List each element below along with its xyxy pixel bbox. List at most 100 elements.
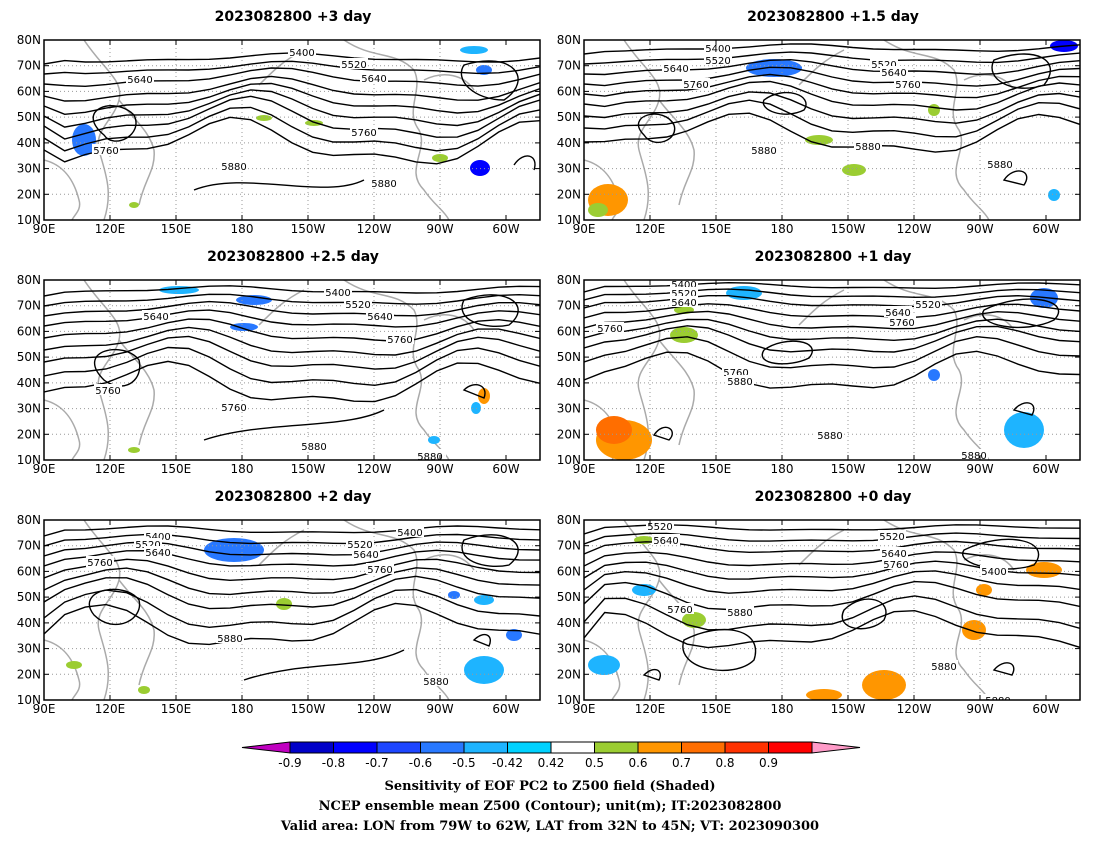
contour-label-bg bbox=[86, 556, 114, 567]
contour-label: 5400 bbox=[145, 532, 170, 543]
sensitivity-shading bbox=[1048, 189, 1060, 201]
z500-contour bbox=[203, 409, 385, 441]
lat-tick-label: 70N bbox=[557, 59, 581, 73]
z500-contour bbox=[460, 60, 519, 101]
sensitivity-shading bbox=[276, 598, 292, 610]
sensitivity-shading bbox=[962, 620, 986, 640]
lon-tick-label: 180 bbox=[231, 702, 254, 716]
lat-tick-label: 70N bbox=[17, 59, 41, 73]
contour-label: 5880 bbox=[371, 179, 396, 190]
colorbar-segment bbox=[724, 741, 769, 754]
contour-label-bg bbox=[216, 632, 244, 643]
contour-label-bg bbox=[670, 296, 698, 307]
contour-label-bg bbox=[980, 565, 1008, 576]
contour-label: 5760 bbox=[895, 80, 920, 91]
contour-label-bg bbox=[396, 526, 424, 537]
lon-tick-label: 150E bbox=[161, 702, 192, 716]
map-frame bbox=[583, 39, 1081, 221]
contour-label-bg bbox=[704, 54, 732, 65]
lon-tick-label: 120E bbox=[95, 702, 126, 716]
contour-label-bg bbox=[682, 78, 710, 89]
contour-label-bg bbox=[126, 73, 154, 84]
lat-tick-label: 10N bbox=[17, 693, 41, 707]
lat-tick-label: 70N bbox=[557, 539, 581, 553]
lat-tick-label: 40N bbox=[17, 616, 41, 630]
contour-label-bg bbox=[344, 298, 372, 309]
contour-label: 5880 bbox=[727, 377, 752, 388]
contour-label: 5520 bbox=[341, 60, 366, 71]
coastline bbox=[118, 579, 155, 686]
z500-contour bbox=[44, 95, 540, 140]
sensitivity-shading bbox=[588, 203, 608, 217]
contour-label: 5640 bbox=[663, 64, 688, 75]
sensitivity-shading bbox=[596, 416, 632, 444]
z500-contour bbox=[962, 538, 1040, 570]
lon-tick-label: 90W bbox=[426, 222, 453, 236]
z500-contour bbox=[584, 281, 1080, 293]
colorbar-label: -0.7 bbox=[365, 756, 388, 770]
colorbar-segment bbox=[420, 741, 465, 754]
map-frame bbox=[43, 519, 541, 701]
contour-label-bg bbox=[750, 144, 778, 155]
coastline bbox=[44, 159, 81, 220]
contour-label: 5640 bbox=[881, 68, 906, 79]
lat-tick-label: 60N bbox=[557, 84, 581, 98]
panel-title-plus2: 2023082800 +2 day bbox=[215, 489, 372, 505]
contour-label: 5520 bbox=[671, 289, 696, 300]
sensitivity-shading bbox=[976, 584, 992, 596]
contour-label: 5520 bbox=[345, 300, 370, 311]
contour-label: 5760 bbox=[883, 560, 908, 571]
z500-contour bbox=[682, 628, 757, 672]
lon-tick-label: 180 bbox=[771, 462, 794, 476]
contour-label-bg bbox=[870, 58, 898, 69]
z500-contour bbox=[584, 310, 1080, 330]
contour-label: 5760 bbox=[87, 558, 112, 569]
contour-label: 5520 bbox=[647, 522, 672, 533]
contour-label: 5520 bbox=[705, 56, 730, 67]
lon-tick-label: 90W bbox=[966, 222, 993, 236]
lon-tick-label: 60W bbox=[1032, 462, 1059, 476]
contour-label: 5400 bbox=[705, 44, 730, 55]
lon-tick-label: 180 bbox=[771, 222, 794, 236]
lat-tick-label: 40N bbox=[17, 376, 41, 390]
lon-tick-label: 120W bbox=[897, 462, 932, 476]
z500-contour bbox=[761, 340, 813, 365]
contour-label: 5880 bbox=[423, 677, 448, 688]
coastline bbox=[623, 40, 661, 220]
contour-label: 5880 bbox=[817, 431, 842, 442]
lat-tick-label: 80N bbox=[557, 513, 581, 527]
contour-label: 5880 bbox=[417, 452, 442, 463]
coastline bbox=[423, 74, 475, 91]
lat-tick-label: 50N bbox=[17, 110, 41, 124]
lon-tick-label: 90E bbox=[573, 222, 596, 236]
z500-contour bbox=[584, 580, 1080, 611]
colorbar-label: 0.7 bbox=[672, 756, 691, 770]
lon-tick-label: 60W bbox=[492, 462, 519, 476]
lat-tick-label: 50N bbox=[17, 350, 41, 364]
lon-tick-label: 60W bbox=[1032, 222, 1059, 236]
coastline bbox=[658, 579, 695, 686]
colorbar-label: 0.5 bbox=[585, 756, 604, 770]
coastline bbox=[798, 49, 845, 86]
z500-contour bbox=[584, 609, 1080, 649]
coastline bbox=[44, 639, 81, 700]
contour-label: 5880 bbox=[961, 451, 986, 462]
colorbar-segment bbox=[376, 741, 421, 754]
contour-label-bg bbox=[416, 450, 444, 460]
contour-label: 5760 bbox=[387, 335, 412, 346]
contour-label: 5760 bbox=[597, 324, 622, 335]
z500-contour bbox=[584, 43, 1080, 55]
lon-tick-label: 180 bbox=[231, 222, 254, 236]
map-content: 5400552055205640564057605760576058805880… bbox=[584, 280, 1080, 462]
z500-contour bbox=[44, 346, 540, 387]
sensitivity-shading bbox=[474, 595, 494, 605]
lon-tick-label: 60W bbox=[1032, 702, 1059, 716]
lat-tick-label: 80N bbox=[557, 273, 581, 287]
lat-tick-label: 20N bbox=[17, 427, 41, 441]
lon-tick-label: 120W bbox=[897, 222, 932, 236]
lat-tick-label: 50N bbox=[557, 110, 581, 124]
z500-contour bbox=[44, 309, 540, 328]
